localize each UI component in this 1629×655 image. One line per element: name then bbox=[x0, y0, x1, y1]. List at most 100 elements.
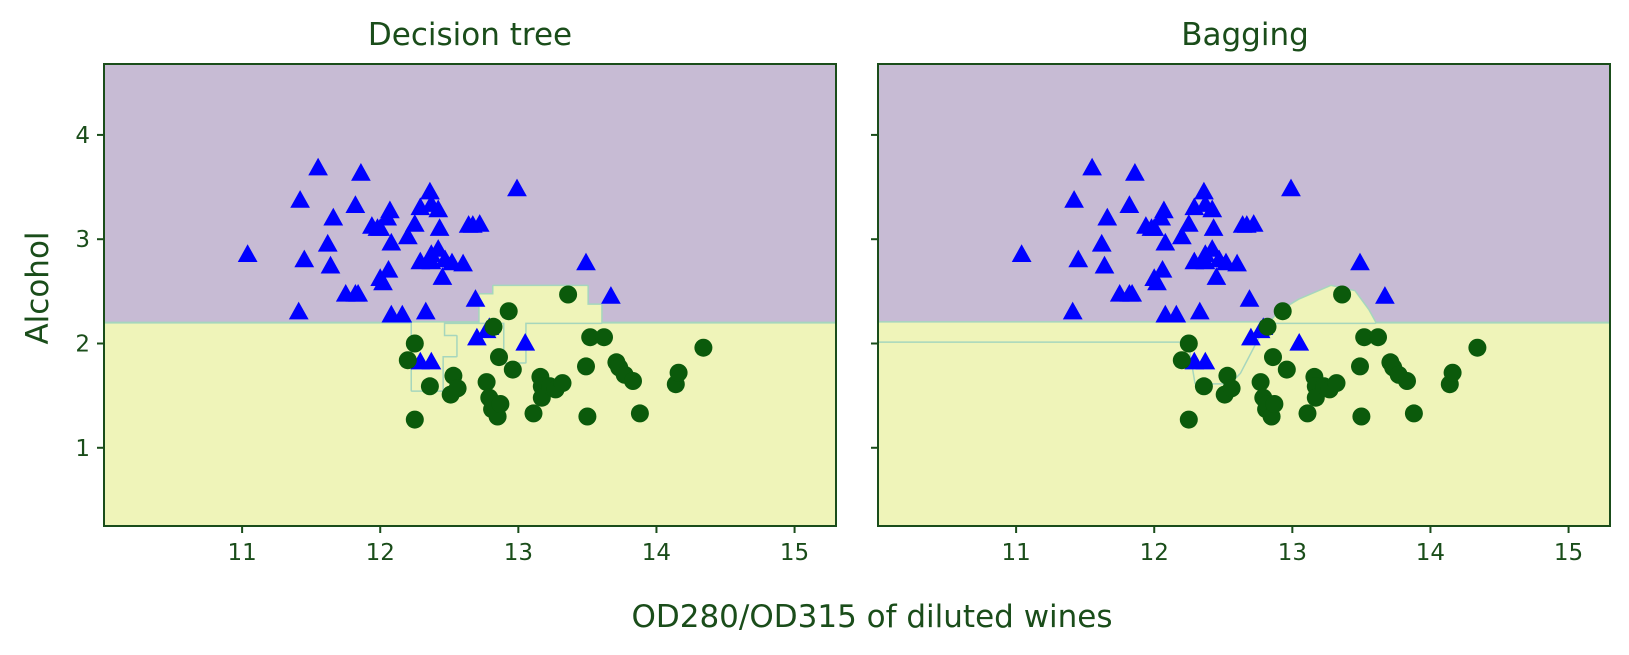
class0-point bbox=[576, 252, 596, 271]
class0-point bbox=[404, 214, 425, 232]
class0-point bbox=[1202, 239, 1223, 257]
class0-point bbox=[507, 178, 527, 197]
class1-point bbox=[1352, 407, 1371, 426]
class1-point bbox=[1443, 363, 1462, 382]
class0-point bbox=[1119, 195, 1140, 213]
region-class1-fill bbox=[878, 286, 1376, 384]
x-axis-label: OD280/OD315 of diluted wines bbox=[631, 599, 1112, 635]
class1-point bbox=[1355, 328, 1374, 347]
class0-point bbox=[373, 272, 393, 291]
class1-point bbox=[1404, 404, 1423, 423]
class1-point bbox=[1327, 374, 1346, 393]
class0-point bbox=[1062, 301, 1083, 320]
class1-point bbox=[1179, 410, 1198, 429]
class0-point bbox=[1202, 199, 1223, 218]
class0-point bbox=[317, 233, 338, 252]
class0-point bbox=[421, 251, 442, 270]
class1-point bbox=[1351, 357, 1369, 376]
class0-point bbox=[1097, 207, 1118, 226]
class0-point bbox=[1064, 190, 1084, 208]
class0-point bbox=[392, 304, 413, 323]
class1-point bbox=[398, 351, 417, 370]
class0-point bbox=[397, 226, 418, 245]
class0-point bbox=[381, 232, 402, 251]
class0-point bbox=[1122, 283, 1143, 302]
class0-point bbox=[351, 162, 371, 181]
class0-point bbox=[1125, 162, 1145, 181]
class1-point bbox=[499, 302, 518, 321]
class0-point bbox=[1375, 286, 1395, 304]
region-class0 bbox=[104, 64, 836, 323]
class0-point bbox=[1203, 218, 1224, 236]
class1-point bbox=[1179, 334, 1198, 353]
class1-point bbox=[669, 363, 688, 382]
class1-point bbox=[405, 334, 424, 353]
class0-point bbox=[1155, 232, 1176, 251]
class1-point bbox=[1333, 285, 1352, 304]
class1-point bbox=[448, 379, 467, 398]
class0-point bbox=[1178, 214, 1199, 232]
class0-point bbox=[1281, 178, 1301, 197]
axes-frame bbox=[877, 63, 1611, 527]
class1-point bbox=[1258, 317, 1277, 336]
class0-point bbox=[1171, 226, 1192, 245]
class0-point bbox=[1195, 351, 1216, 370]
class0-point bbox=[429, 218, 450, 236]
y-axis-label: Alcohol bbox=[20, 231, 56, 344]
region-class0 bbox=[878, 64, 1610, 323]
x-tick-label: 15 bbox=[780, 540, 809, 566]
class0-point bbox=[515, 332, 536, 351]
class1-point bbox=[491, 395, 510, 413]
class0-point bbox=[469, 214, 490, 232]
class1-point bbox=[630, 404, 649, 423]
class1-point bbox=[524, 404, 543, 423]
class1-point bbox=[577, 357, 595, 376]
class1-point bbox=[420, 377, 439, 396]
panel-title: Decision tree bbox=[368, 17, 572, 53]
class0-point bbox=[345, 195, 366, 213]
x-tick-label: 12 bbox=[1140, 540, 1169, 566]
class1-point bbox=[503, 360, 522, 379]
class0-point bbox=[294, 249, 315, 268]
panel-bagging: Bagging 11 12 13 14 15 bbox=[871, 17, 1611, 566]
class1-point bbox=[477, 373, 496, 392]
class0-point bbox=[428, 239, 449, 257]
class1-point bbox=[694, 338, 713, 357]
class0-point bbox=[1289, 332, 1310, 351]
class1-point bbox=[581, 328, 600, 347]
class0-point bbox=[380, 200, 400, 219]
y-tick-label: 2 bbox=[75, 331, 90, 357]
class1-point bbox=[1398, 372, 1416, 390]
class0-point bbox=[1195, 251, 1216, 270]
class0-point bbox=[1227, 253, 1247, 272]
class0-point bbox=[370, 218, 391, 236]
class0-point bbox=[290, 190, 310, 208]
y-tick-label: 3 bbox=[75, 227, 90, 253]
y-tick-label: 1 bbox=[75, 436, 90, 462]
class0-point bbox=[1239, 289, 1260, 307]
panel-title: Bagging bbox=[1181, 17, 1309, 53]
class0-point bbox=[453, 253, 473, 272]
class1-point bbox=[578, 407, 597, 426]
class1-point bbox=[1222, 379, 1241, 398]
class0-point bbox=[1144, 218, 1165, 236]
x-tick-label: 11 bbox=[227, 540, 256, 566]
class0-point bbox=[237, 244, 258, 262]
class1-point bbox=[1265, 395, 1284, 413]
class1-point bbox=[553, 374, 572, 393]
class0-point bbox=[1243, 214, 1264, 232]
class0-point bbox=[428, 199, 449, 218]
class0-point bbox=[1350, 252, 1370, 271]
class1-point bbox=[490, 348, 508, 367]
x-tick-label: 12 bbox=[366, 540, 395, 566]
x-tick-label: 13 bbox=[1278, 540, 1307, 566]
class1-point bbox=[1273, 302, 1292, 321]
class1-point bbox=[1298, 404, 1317, 423]
decision-boundary bbox=[104, 284, 836, 392]
class0-point bbox=[1152, 259, 1173, 278]
x-tick-label: 14 bbox=[642, 540, 671, 566]
x-tick-label: 15 bbox=[1554, 540, 1583, 566]
class0-point bbox=[288, 301, 309, 320]
